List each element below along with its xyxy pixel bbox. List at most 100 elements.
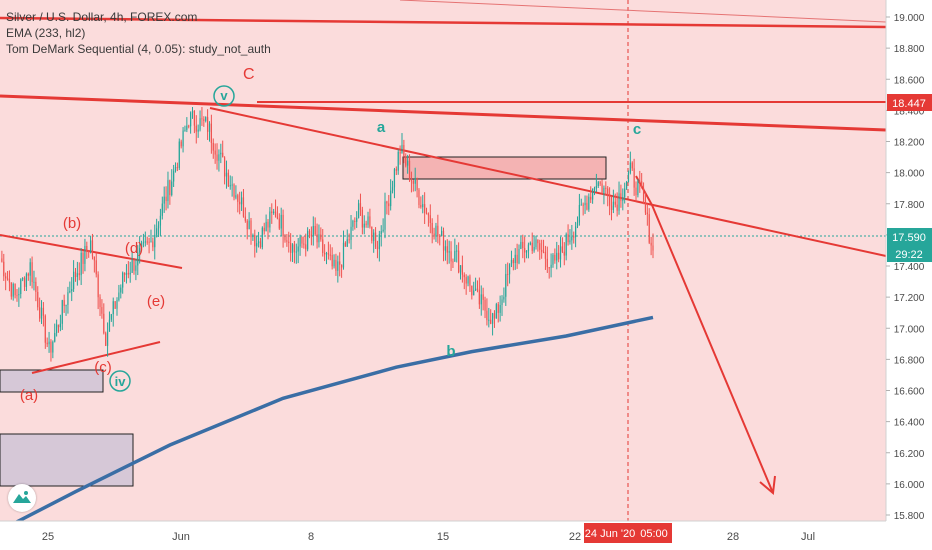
candle[interactable] [552,254,554,265]
candle[interactable] [186,125,188,130]
candle[interactable] [244,216,246,221]
candle[interactable] [644,199,647,213]
candle[interactable] [35,281,37,292]
candle[interactable] [622,197,624,201]
candle[interactable] [105,333,107,346]
candle[interactable] [401,145,403,154]
candle[interactable] [608,194,611,206]
candle[interactable] [359,203,362,210]
candle[interactable] [442,230,445,251]
candle[interactable] [78,273,80,276]
candle[interactable] [363,223,365,228]
candle[interactable] [303,243,305,245]
candle[interactable] [229,185,231,187]
candle[interactable] [520,241,522,249]
candle[interactable] [452,261,454,263]
candle[interactable] [310,234,313,237]
candle[interactable] [518,248,520,264]
candle[interactable] [291,244,294,253]
candle[interactable] [265,221,267,232]
candle[interactable] [203,119,205,121]
candle[interactable] [542,251,545,253]
candle[interactable] [539,243,541,250]
candle[interactable] [565,234,567,256]
candle[interactable] [446,246,448,253]
trendline-upper[interactable] [0,94,887,132]
candle[interactable] [184,129,186,131]
candle[interactable] [371,226,373,241]
candle[interactable] [357,203,360,218]
candle[interactable] [37,291,39,308]
candle[interactable] [356,217,358,222]
candle[interactable] [454,250,456,262]
candle[interactable] [67,292,69,305]
candle[interactable] [610,205,613,210]
candle[interactable] [157,225,160,229]
candle[interactable] [376,246,379,250]
candle[interactable] [133,259,135,271]
candle[interactable] [318,234,320,243]
candle[interactable] [393,169,396,188]
candle[interactable] [558,252,560,260]
candle[interactable] [154,234,156,248]
candle[interactable] [72,271,75,290]
tradingview-logo-icon[interactable] [8,484,36,512]
candle[interactable] [82,252,84,264]
candle[interactable] [559,246,562,260]
candle[interactable] [14,284,16,296]
candle[interactable] [501,299,503,306]
candle[interactable] [95,260,97,275]
candle[interactable] [63,300,65,307]
candle[interactable] [395,169,397,171]
candle[interactable] [240,197,243,205]
candle[interactable] [573,236,575,238]
candle[interactable] [629,162,631,173]
candle[interactable] [3,261,5,277]
candle[interactable] [173,170,175,182]
candle[interactable] [365,223,367,225]
candle[interactable] [286,240,288,242]
candle[interactable] [76,273,78,278]
candle[interactable] [474,288,477,291]
candle[interactable] [312,226,314,237]
candle[interactable] [225,172,228,177]
candle[interactable] [197,129,199,132]
candle[interactable] [84,245,86,264]
candle[interactable] [171,181,173,196]
candle[interactable] [537,239,539,244]
candle[interactable] [642,188,645,200]
candle[interactable] [544,251,547,259]
candle[interactable] [116,300,118,309]
candle[interactable] [288,241,290,244]
candle[interactable] [6,278,9,280]
candle[interactable] [467,276,469,284]
candle[interactable] [478,289,480,305]
candle[interactable] [488,319,490,321]
candle[interactable] [384,201,386,230]
candle[interactable] [405,156,407,166]
candle[interactable] [191,111,194,113]
candle[interactable] [267,221,269,228]
candle[interactable] [71,289,73,292]
candle[interactable] [408,160,411,180]
candle[interactable] [118,292,120,301]
candle[interactable] [648,214,650,243]
candle[interactable] [465,277,467,284]
candle[interactable] [399,151,401,154]
candle[interactable] [22,278,24,280]
candle[interactable] [18,294,20,296]
candle[interactable] [437,225,439,236]
candle[interactable] [146,241,148,243]
candle[interactable] [263,227,265,232]
candle[interactable] [252,235,254,238]
candle[interactable] [322,239,324,253]
candle[interactable] [8,278,11,283]
zone-box-iv[interactable] [0,369,104,393]
candle[interactable] [235,195,237,198]
candle[interactable] [127,272,129,275]
candle[interactable] [205,117,207,121]
candle[interactable] [412,180,414,184]
candle[interactable] [129,272,131,275]
candle[interactable] [61,300,63,324]
